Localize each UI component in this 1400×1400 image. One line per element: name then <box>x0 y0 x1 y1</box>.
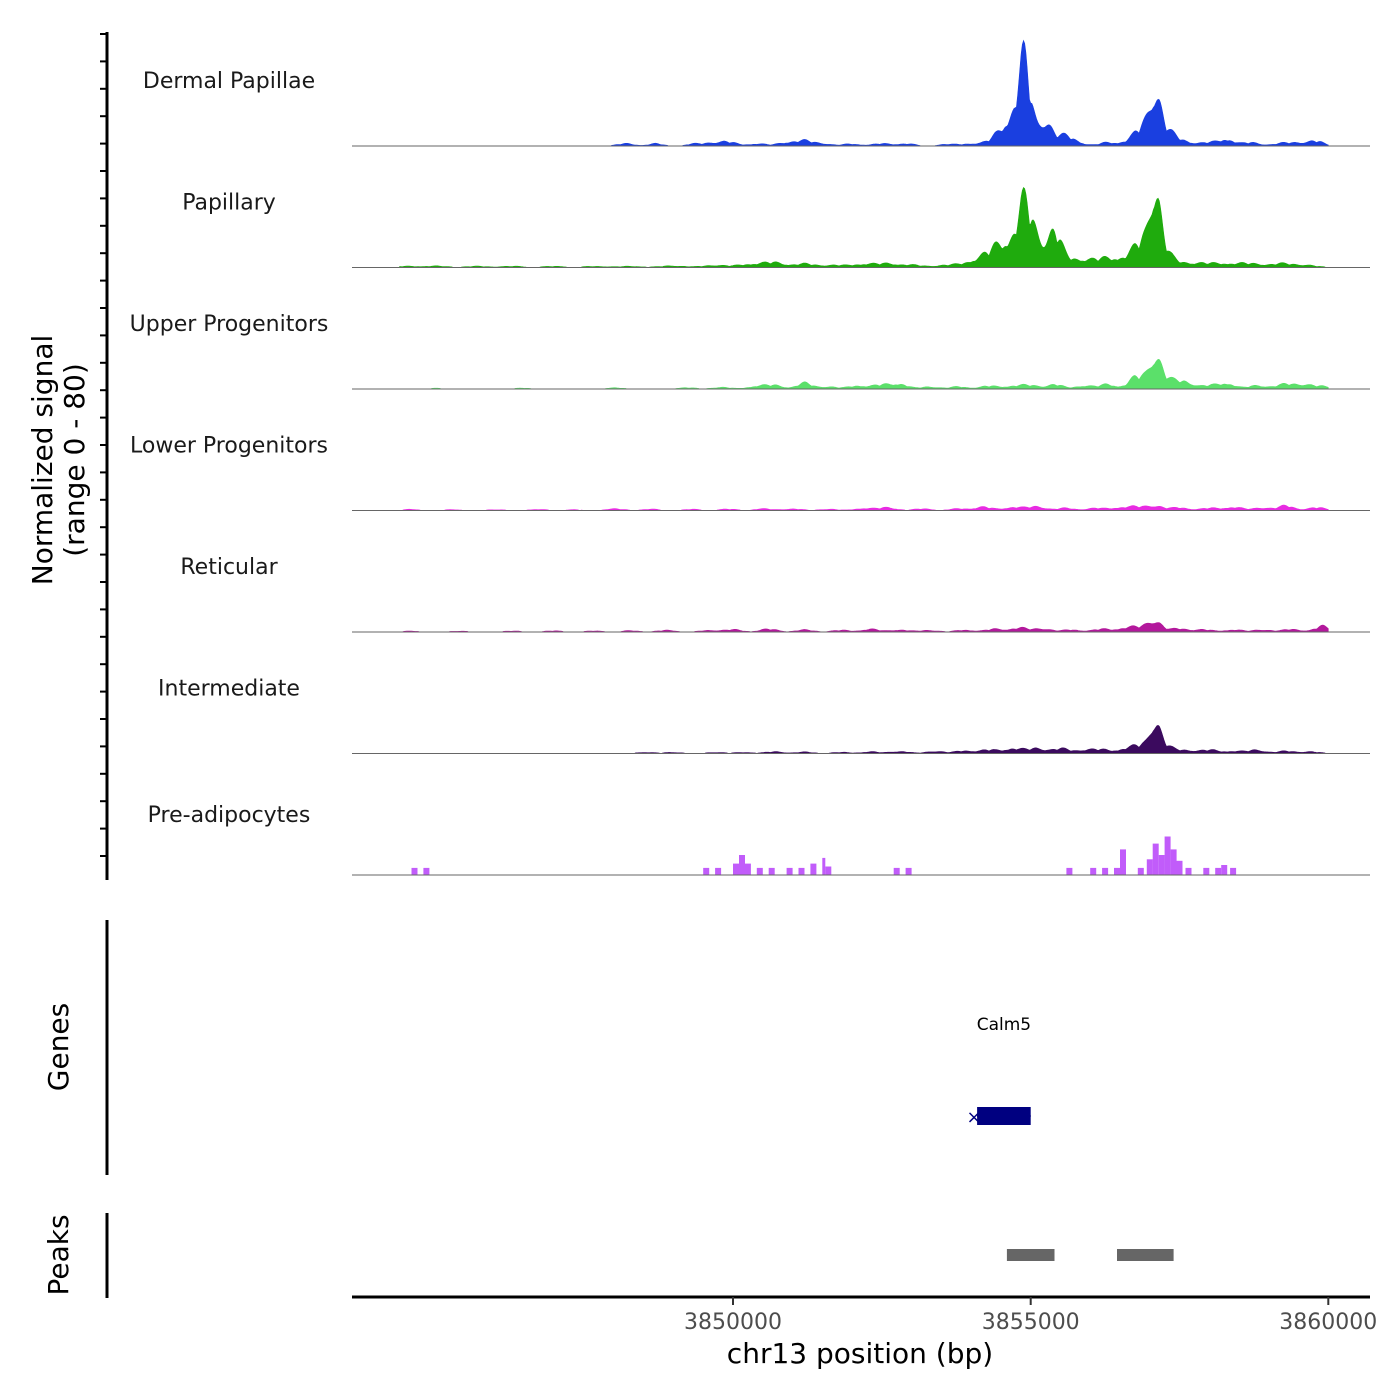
track-label-lower-progenitors: Lower Progenitors <box>130 434 328 459</box>
signal-bar-pre-adipocytes-6 <box>744 863 751 875</box>
track-reticular: Reticular <box>180 555 1370 633</box>
track-pre-adipocytes: Pre-adipocytes <box>148 803 1370 876</box>
signal-bar-pre-adipocytes-21 <box>1137 867 1144 875</box>
signal-bar-pre-adipocytes-22 <box>1146 859 1153 875</box>
peaks-title: Peaks <box>42 1214 75 1295</box>
signal-bar-pre-adipocytes-32 <box>1230 867 1237 875</box>
track-label-upper-progenitors: Upper Progenitors <box>130 312 329 337</box>
signal-bar-pre-adipocytes-10 <box>798 867 805 875</box>
signal-bar-pre-adipocytes-14 <box>893 867 900 875</box>
signal-bar-pre-adipocytes-18 <box>1102 867 1109 875</box>
track-label-pre-adipocytes: Pre-adipocytes <box>148 803 311 828</box>
signal-bar-pre-adipocytes-4 <box>733 863 739 875</box>
signal-area-reticular <box>399 622 1329 633</box>
signal-bar-pre-adipocytes-13 <box>825 866 832 876</box>
left-axis <box>100 32 109 880</box>
peak-region-0 <box>1006 1249 1055 1261</box>
y-axis-title-line2: (range 0 - 80) <box>58 363 91 557</box>
signal-bar-pre-adipocytes-11 <box>810 863 817 875</box>
signal-bar-pre-adipocytes-8 <box>768 867 775 875</box>
signal-bar-pre-adipocytes-9 <box>786 867 793 875</box>
track-label-dermal-papillae: Dermal Papillae <box>143 69 315 94</box>
signal-bar-pre-adipocytes-20 <box>1120 849 1126 876</box>
genes-panel: × Calm5 <box>105 920 1032 1175</box>
signal-area-intermediate <box>399 724 1329 754</box>
peak-region-1 <box>1117 1249 1174 1261</box>
signal-area-dermal-papillae <box>399 39 1329 147</box>
track-intermediate: Intermediate <box>158 677 1370 754</box>
x-axis: 3850000 3855000 3860000 <box>352 1295 1377 1335</box>
signal-bar-pre-adipocytes-23 <box>1152 843 1159 875</box>
y-axis-title-line1: Normalized signal <box>26 335 59 586</box>
gene-calm5: × Calm5 <box>967 1015 1032 1128</box>
signal-bar-pre-adipocytes-30 <box>1215 867 1222 875</box>
signal-bar-pre-adipocytes-26 <box>1170 849 1177 876</box>
track-label-reticular: Reticular <box>180 555 278 580</box>
genes-title: Genes <box>42 1003 75 1091</box>
signal-area-lower-progenitors <box>399 504 1329 511</box>
track-dermal-papillae: Dermal Papillae <box>143 39 1370 147</box>
signal-bar-pre-adipocytes-17 <box>1090 867 1097 875</box>
signal-bar-pre-adipocytes-31 <box>1221 865 1228 875</box>
track-label-papillary: Papillary <box>182 191 276 216</box>
signal-tracks: Dermal Papillae Papillary Upper Progenitor… <box>130 39 1370 876</box>
track-papillary: Papillary <box>182 186 1370 268</box>
track-upper-progenitors: Upper Progenitors <box>130 312 1370 390</box>
x-tick-label: 3860000 <box>1279 1310 1377 1335</box>
signal-bar-pre-adipocytes-16 <box>1066 867 1073 875</box>
x-tick-label: 3855000 <box>982 1310 1080 1335</box>
signal-bar-pre-adipocytes-19 <box>1114 867 1120 875</box>
gene-strand-marker: × <box>967 1107 982 1128</box>
signal-bar-pre-adipocytes-27 <box>1176 860 1183 876</box>
x-tick-label: 3850000 <box>684 1310 782 1335</box>
signal-bar-pre-adipocytes-5 <box>739 855 745 875</box>
signal-bar-pre-adipocytes-28 <box>1185 867 1192 875</box>
gene-label-calm5: Calm5 <box>977 1015 1031 1035</box>
track-label-intermediate: Intermediate <box>158 677 300 702</box>
track-lower-progenitors: Lower Progenitors <box>130 434 1370 511</box>
signal-bar-pre-adipocytes-1 <box>423 867 430 875</box>
signal-area-upper-progenitors <box>399 358 1329 390</box>
signal-bar-pre-adipocytes-12 <box>822 857 826 875</box>
signal-bar-pre-adipocytes-29 <box>1203 867 1210 875</box>
signal-bar-pre-adipocytes-0 <box>411 867 418 875</box>
signal-bar-pre-adipocytes-7 <box>756 867 763 875</box>
signal-area-papillary <box>399 186 1329 268</box>
signal-bar-pre-adipocytes-24 <box>1158 855 1165 875</box>
signal-bar-pre-adipocytes-2 <box>703 867 710 875</box>
signal-bar-pre-adipocytes-15 <box>905 867 912 875</box>
x-axis-title: chr13 position (bp) <box>727 1337 993 1370</box>
signal-bar-pre-adipocytes-25 <box>1164 836 1171 875</box>
signal-bar-pre-adipocytes-3 <box>715 867 722 875</box>
peaks-panel <box>105 1213 1174 1298</box>
